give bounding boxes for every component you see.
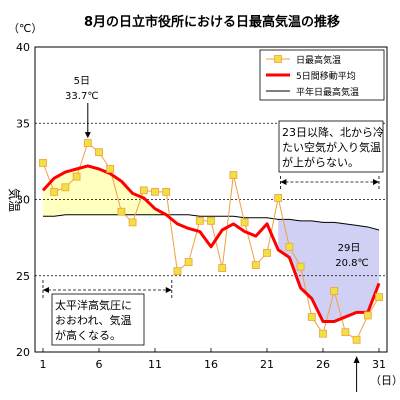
daily-point-24 (296, 262, 305, 271)
normal-temp-line (43, 214, 380, 231)
legend-label-daily: 日最高気温 (296, 54, 341, 66)
late-range-arrow-left (280, 179, 287, 185)
daily-point-21 (263, 248, 271, 257)
legend-label-moving-avg: 5日間移動平均 (296, 70, 356, 82)
y-tick-30: 30 (16, 194, 30, 207)
daily-point-22 (274, 194, 283, 202)
daily-point-2 (50, 187, 59, 196)
note-early-box (51, 293, 145, 346)
peak-day-label: 5日 (74, 76, 90, 87)
x-tick-26: 26 (316, 358, 330, 371)
y-unit-label: （℃） (8, 22, 42, 35)
x-tick-31: 31 (372, 358, 386, 371)
x-unit-label: （日） (370, 374, 400, 387)
daily-point-10 (139, 186, 148, 195)
daily-point-31 (375, 293, 383, 302)
note-late-line-3: が上がらない。 (282, 155, 359, 169)
daily-point-19 (240, 218, 249, 227)
daily-point-26 (319, 329, 327, 338)
daily-point-5 (83, 139, 92, 147)
daily-point-29 (352, 335, 361, 344)
early-range-arrow-right (165, 287, 172, 293)
low-arrow-head (353, 356, 360, 363)
early-range-arrow-left (43, 287, 49, 293)
daily-point-28 (341, 328, 350, 337)
daily-point-7 (106, 165, 115, 173)
x-tick-6: 6 (96, 358, 103, 371)
daily-point-15 (195, 216, 204, 225)
daily-point-17 (218, 264, 227, 273)
legend: 日最高気温 5日間移動平均 平年日最高気温 (259, 49, 385, 101)
x-tick-1: 1 (40, 358, 47, 371)
note-early-line-2: おおわれ、気温 (55, 313, 132, 327)
low-day-label: 29日 (338, 243, 361, 254)
daily-point-25 (307, 313, 316, 321)
moving-average-line (41, 164, 381, 323)
note-late-box (278, 120, 384, 173)
y-tick-20: 20 (16, 346, 30, 359)
peak-arrow-head (84, 132, 91, 139)
daily-point-20 (251, 261, 260, 269)
cool-region (278, 219, 379, 322)
daily-point-13 (173, 267, 182, 276)
daily-point-23 (285, 242, 294, 251)
daily-point-3 (61, 183, 70, 192)
y-tick-25: 25 (16, 270, 30, 283)
daily-point-8 (117, 207, 126, 216)
x-tick-16: 16 (204, 358, 218, 371)
peak-value-label: 33.7℃ (65, 91, 99, 102)
daily-point-1 (39, 158, 47, 167)
note-late-line-1: 23日以降、北から冷 (282, 125, 384, 139)
chart-title: 8月の日立市役所における日最高気温の推移 (84, 14, 340, 30)
daily-point-4 (72, 172, 81, 181)
note-early-line-1: 太平洋高気圧に (55, 298, 132, 312)
note-early-line-3: が高くなる。 (55, 328, 121, 342)
x-tick-21: 21 (260, 358, 274, 371)
series-layer (39, 139, 383, 344)
late-range-arrow-right (373, 179, 379, 185)
y-tick-40: 40 (16, 41, 30, 54)
legend-marker-daily (274, 55, 282, 63)
x-tick-11: 11 (148, 358, 162, 371)
note-late-line-2: たい空気が入り気温 (282, 140, 381, 154)
legend-label-normal: 平年日最高気温 (296, 86, 359, 98)
daily-point-27 (330, 287, 339, 295)
low-value-label: 20.8℃ (335, 258, 369, 269)
daily-point-9 (128, 218, 137, 227)
y-tick-labels: 20 25 30 35 40 (16, 41, 30, 359)
daily-point-18 (229, 171, 238, 180)
daily-point-14 (184, 258, 193, 266)
daily-point-11 (151, 187, 159, 196)
y-tick-35: 35 (16, 117, 30, 130)
y-axis-title: 気温 (7, 188, 22, 212)
daily-point-6 (95, 148, 103, 157)
daily-point-30 (363, 311, 372, 320)
daily-point-16 (207, 216, 215, 225)
x-tick-labels: 1 6 11 16 21 26 31 (40, 348, 386, 371)
daily-point-12 (162, 187, 171, 196)
